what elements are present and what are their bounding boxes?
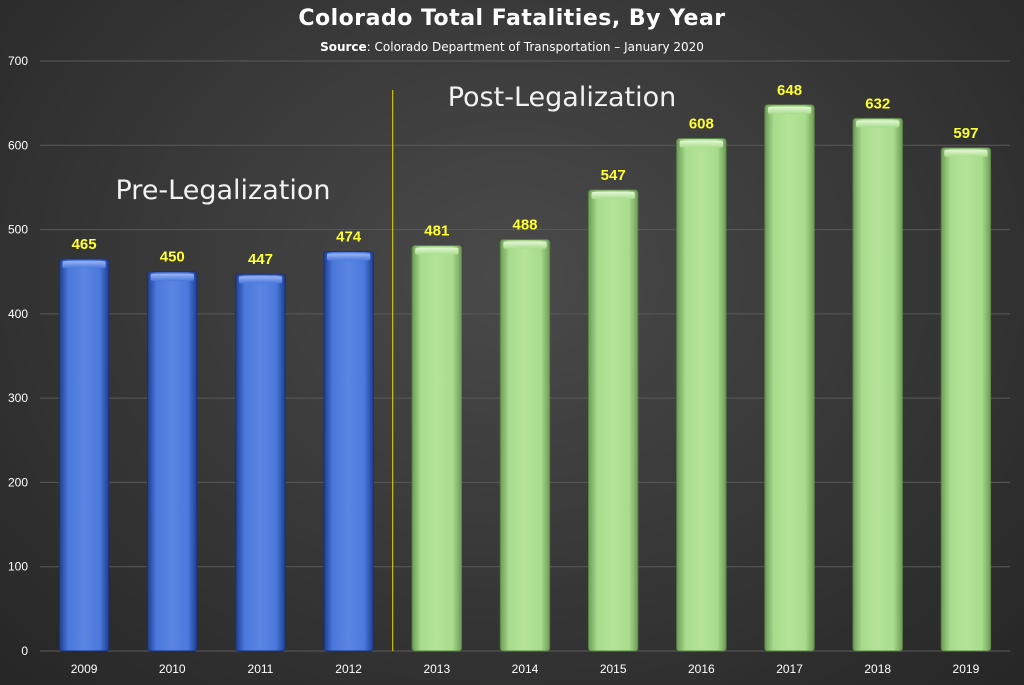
bar-2012 bbox=[323, 250, 374, 652]
bar-2014 bbox=[499, 239, 551, 652]
value-labels: 465 450 447 474 481 488 547 608 648 632 597 bbox=[72, 82, 979, 268]
value-label-2009: 465 bbox=[72, 236, 97, 253]
bar-cap bbox=[503, 241, 547, 249]
subtitle-source-label: Source bbox=[320, 40, 367, 54]
x-tick-label-2017: 2017 bbox=[776, 662, 803, 676]
value-label-2019: 597 bbox=[953, 125, 978, 142]
y-tick-label: 100 bbox=[8, 560, 28, 574]
y-tick-label: 500 bbox=[8, 223, 28, 237]
x-tick-label-2018: 2018 bbox=[864, 662, 891, 676]
value-label-2017: 648 bbox=[777, 82, 802, 99]
x-tick-label-2019: 2019 bbox=[953, 662, 980, 676]
chart-subtitle: Source: Colorado Department of Transport… bbox=[0, 40, 1024, 54]
chart-title: Colorado Total Fatalities, By Year bbox=[298, 6, 726, 31]
bar-2013 bbox=[411, 245, 463, 652]
bar-body bbox=[411, 245, 463, 652]
value-label-2010: 450 bbox=[160, 249, 185, 266]
bar-cap bbox=[591, 191, 635, 199]
bar-2009 bbox=[58, 258, 110, 652]
y-tick-label: 600 bbox=[8, 138, 28, 152]
bar-body bbox=[852, 117, 903, 652]
bar-cap bbox=[62, 261, 106, 269]
value-label-2014: 488 bbox=[512, 217, 537, 234]
y-tick-label: 0 bbox=[21, 644, 28, 658]
bar-body bbox=[499, 239, 551, 652]
bar-cap bbox=[150, 273, 194, 281]
x-tick-label-2013: 2013 bbox=[423, 662, 450, 676]
bar-cap bbox=[415, 247, 459, 255]
y-tick-label: 300 bbox=[8, 391, 28, 405]
value-label-2011: 447 bbox=[248, 251, 273, 268]
bar-body bbox=[764, 104, 815, 652]
y-tick-label: 200 bbox=[8, 475, 28, 489]
subtitle-source-text: : Colorado Department of Transportation … bbox=[366, 40, 704, 54]
bars bbox=[58, 104, 992, 652]
y-axis-ticks: 0 100 200 300 400 500 600 700 bbox=[8, 54, 28, 658]
pre-legalization-label: Pre-Legalization bbox=[116, 175, 331, 206]
annotations: Pre-Legalization Post-Legalization bbox=[116, 82, 677, 651]
bar-body bbox=[235, 273, 286, 652]
value-label-2015: 547 bbox=[601, 167, 626, 184]
bar-2011 bbox=[235, 273, 286, 652]
bar-body bbox=[676, 138, 727, 652]
bar-cap bbox=[238, 276, 283, 284]
bar-2019 bbox=[940, 147, 992, 652]
post-legalization-label: Post-Legalization bbox=[448, 82, 677, 113]
bar-cap bbox=[767, 106, 812, 114]
x-tick-label-2012: 2012 bbox=[335, 662, 362, 676]
bar-body bbox=[147, 271, 198, 652]
bar-body bbox=[58, 258, 110, 652]
x-tick-label-2010: 2010 bbox=[159, 662, 186, 676]
bar-body bbox=[587, 189, 639, 652]
x-tick-label-2015: 2015 bbox=[600, 662, 627, 676]
bar-body bbox=[323, 250, 374, 652]
x-axis-ticks: 2009 2010 2011 2012 2013 2014 2015 2016 2017 2018… bbox=[71, 662, 980, 676]
bar-2018 bbox=[852, 117, 903, 652]
value-label-2012: 474 bbox=[336, 228, 362, 245]
bar-cap bbox=[856, 120, 900, 128]
bar-cap bbox=[944, 149, 988, 157]
x-tick-label-2011: 2011 bbox=[248, 662, 274, 676]
bar-cap bbox=[326, 253, 371, 261]
value-label-2013: 481 bbox=[424, 223, 449, 240]
x-tick-label-2014: 2014 bbox=[512, 662, 539, 676]
bar-2016 bbox=[676, 138, 727, 652]
value-label-2016: 608 bbox=[689, 116, 714, 133]
bar-2010 bbox=[147, 271, 198, 652]
value-label-2018: 632 bbox=[865, 95, 890, 112]
bar-2015 bbox=[587, 189, 639, 652]
y-tick-label: 400 bbox=[8, 307, 28, 321]
bar-cap bbox=[679, 140, 724, 148]
x-tick-label-2009: 2009 bbox=[71, 662, 98, 676]
bar-body bbox=[940, 147, 992, 652]
y-tick-label: 700 bbox=[8, 54, 28, 68]
bar-2017 bbox=[764, 104, 815, 652]
x-tick-label-2016: 2016 bbox=[688, 662, 715, 676]
